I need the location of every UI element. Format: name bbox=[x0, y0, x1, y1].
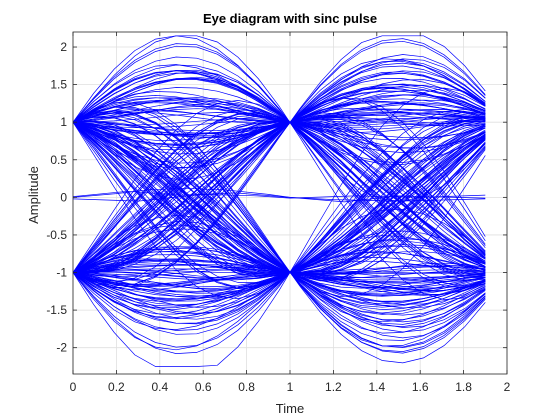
eye-trace bbox=[73, 102, 486, 347]
eye-trace bbox=[73, 97, 486, 128]
eye-trace bbox=[73, 77, 486, 271]
eye-trace bbox=[73, 194, 486, 202]
eye-trace bbox=[73, 121, 486, 296]
eye-trace bbox=[73, 72, 486, 273]
eye-trace bbox=[73, 99, 486, 130]
eye-trace bbox=[73, 121, 486, 273]
eye-trace bbox=[73, 62, 486, 273]
eye-trace bbox=[73, 58, 486, 289]
eye-trace bbox=[73, 35, 486, 282]
eye-trace bbox=[73, 111, 486, 299]
eye-trace bbox=[73, 121, 486, 276]
x-tick-label: 1.8 bbox=[455, 380, 472, 394]
eye-trace bbox=[73, 190, 486, 203]
eye-trace bbox=[73, 143, 486, 274]
eye-trace bbox=[73, 45, 486, 286]
eye-trace bbox=[73, 40, 486, 287]
eye-trace bbox=[73, 85, 486, 138]
eye-trace bbox=[73, 112, 486, 323]
eye-trace bbox=[73, 121, 486, 275]
eye-trace bbox=[73, 121, 486, 278]
eye-trace bbox=[73, 116, 486, 314]
eye-trace bbox=[73, 121, 486, 273]
eye-trace bbox=[73, 235, 486, 330]
x-tick-label: 1.2 bbox=[325, 380, 342, 394]
y-tick-label: 0 bbox=[60, 190, 67, 204]
eye-trace bbox=[73, 110, 486, 348]
eye-trace bbox=[73, 97, 486, 273]
x-tick-label: 0.4 bbox=[151, 380, 168, 394]
eye-trace bbox=[73, 114, 486, 273]
eye-trace bbox=[73, 97, 486, 141]
y-tick-label: -2 bbox=[56, 341, 67, 355]
x-tick-label: 1.4 bbox=[368, 380, 385, 394]
eye-trace bbox=[73, 77, 486, 276]
eye-trace bbox=[73, 98, 486, 153]
eye-trace bbox=[73, 118, 486, 320]
eye-trace bbox=[73, 121, 486, 274]
eye-trace bbox=[73, 120, 486, 273]
eye-trace bbox=[73, 123, 486, 335]
y-tick-label: -1 bbox=[56, 266, 67, 280]
eye-trace bbox=[73, 87, 486, 367]
eye-trace bbox=[73, 94, 486, 148]
eye-trace bbox=[73, 106, 486, 364]
eye-trace bbox=[73, 120, 486, 273]
eye-trace bbox=[73, 131, 486, 294]
x-tick-label: 0.8 bbox=[238, 380, 255, 394]
eye-trace bbox=[73, 116, 486, 348]
y-axis-label: Amplitude bbox=[26, 166, 41, 224]
x-tick-label: 1.6 bbox=[412, 380, 429, 394]
eye-trace bbox=[73, 120, 486, 281]
eye-trace bbox=[73, 115, 486, 289]
y-tick-label: 0.5 bbox=[50, 153, 67, 167]
eye-trace bbox=[73, 130, 486, 299]
eye-trace bbox=[73, 70, 486, 163]
x-tick-label: 0 bbox=[70, 380, 77, 394]
x-axis-label: Time bbox=[276, 401, 304, 416]
eye-trace bbox=[73, 86, 486, 273]
x-tick-label: 1 bbox=[287, 380, 294, 394]
y-tick-label: -1.5 bbox=[46, 303, 67, 317]
chart-title: Eye diagram with sinc pulse bbox=[203, 11, 377, 26]
signal-traces bbox=[73, 35, 486, 367]
x-tick-label: 0.2 bbox=[108, 380, 125, 394]
eye-trace bbox=[73, 257, 486, 309]
y-tick-label: 2 bbox=[60, 40, 67, 54]
eye-trace bbox=[73, 251, 486, 279]
eye-trace bbox=[73, 121, 486, 320]
eye-trace bbox=[73, 99, 486, 124]
x-tick-label: 2 bbox=[504, 380, 511, 394]
x-tick-label: 0.6 bbox=[195, 380, 212, 394]
eye-trace bbox=[73, 71, 486, 281]
eye-trace bbox=[73, 121, 486, 293]
y-tick-label: 1 bbox=[60, 115, 67, 129]
eye-trace bbox=[73, 221, 486, 333]
axis-ticks: 0 0.2 0.4 0.6 0.8 1 1.2 1.4 1.6 1.8 2 -2 -1.5 -1 -0.5 0… bbox=[46, 32, 511, 394]
eye-trace bbox=[73, 121, 486, 273]
y-tick-label: 1.5 bbox=[50, 78, 67, 92]
eye-trace bbox=[73, 121, 486, 273]
y-tick-label: -0.5 bbox=[46, 228, 67, 242]
